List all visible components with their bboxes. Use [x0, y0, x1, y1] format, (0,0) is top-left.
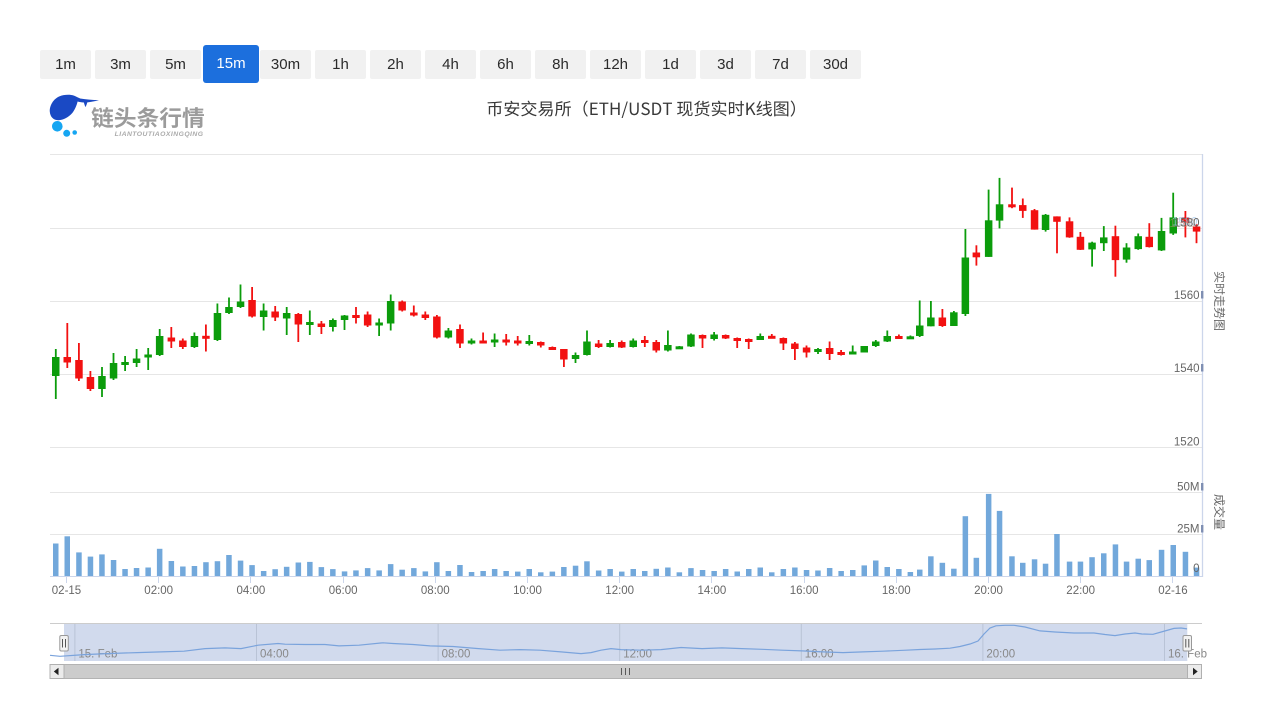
svg-text:04:00: 04:00 [237, 585, 266, 597]
svg-text:14:00: 14:00 [698, 585, 727, 597]
svg-text:20:00: 20:00 [986, 649, 1015, 661]
svg-text:1580: 1580 [1172, 217, 1198, 229]
svg-text:1520: 1520 [1174, 436, 1200, 448]
svg-text:20:00: 20:00 [974, 585, 1003, 597]
svg-text:04:00: 04:00 [260, 649, 289, 661]
svg-text:10:00: 10:00 [513, 585, 542, 597]
svg-text:08:00: 08:00 [421, 585, 450, 597]
svg-text:16. Feb: 16. Feb [1168, 649, 1207, 661]
svg-text:0: 0 [1193, 563, 1199, 575]
svg-text:16:00: 16:00 [805, 649, 834, 661]
svg-text:02:00: 02:00 [144, 585, 173, 597]
svg-text:12:00: 12:00 [623, 649, 652, 661]
svg-text:02-15: 02-15 [52, 585, 81, 597]
svg-text:25M: 25M [1177, 524, 1199, 536]
svg-text:08:00: 08:00 [442, 649, 471, 661]
svg-text:18:00: 18:00 [882, 585, 911, 597]
svg-text:02-16: 02-16 [1158, 585, 1187, 597]
svg-text:1560: 1560 [1174, 290, 1200, 302]
svg-text:12:00: 12:00 [605, 585, 634, 597]
svg-text:16:00: 16:00 [790, 585, 819, 597]
svg-text:1580: 1580 [1174, 218, 1200, 230]
svg-text:22:00: 22:00 [1066, 585, 1095, 597]
svg-text:1540: 1540 [1174, 363, 1200, 375]
svg-text:50M: 50M [1177, 482, 1199, 494]
svg-text:LIANTOUTIAOXINGQING: LIANTOUTIAOXINGQING [115, 131, 204, 138]
svg-text:1580: 1580 [1169, 218, 1195, 230]
svg-text:06:00: 06:00 [329, 585, 358, 597]
